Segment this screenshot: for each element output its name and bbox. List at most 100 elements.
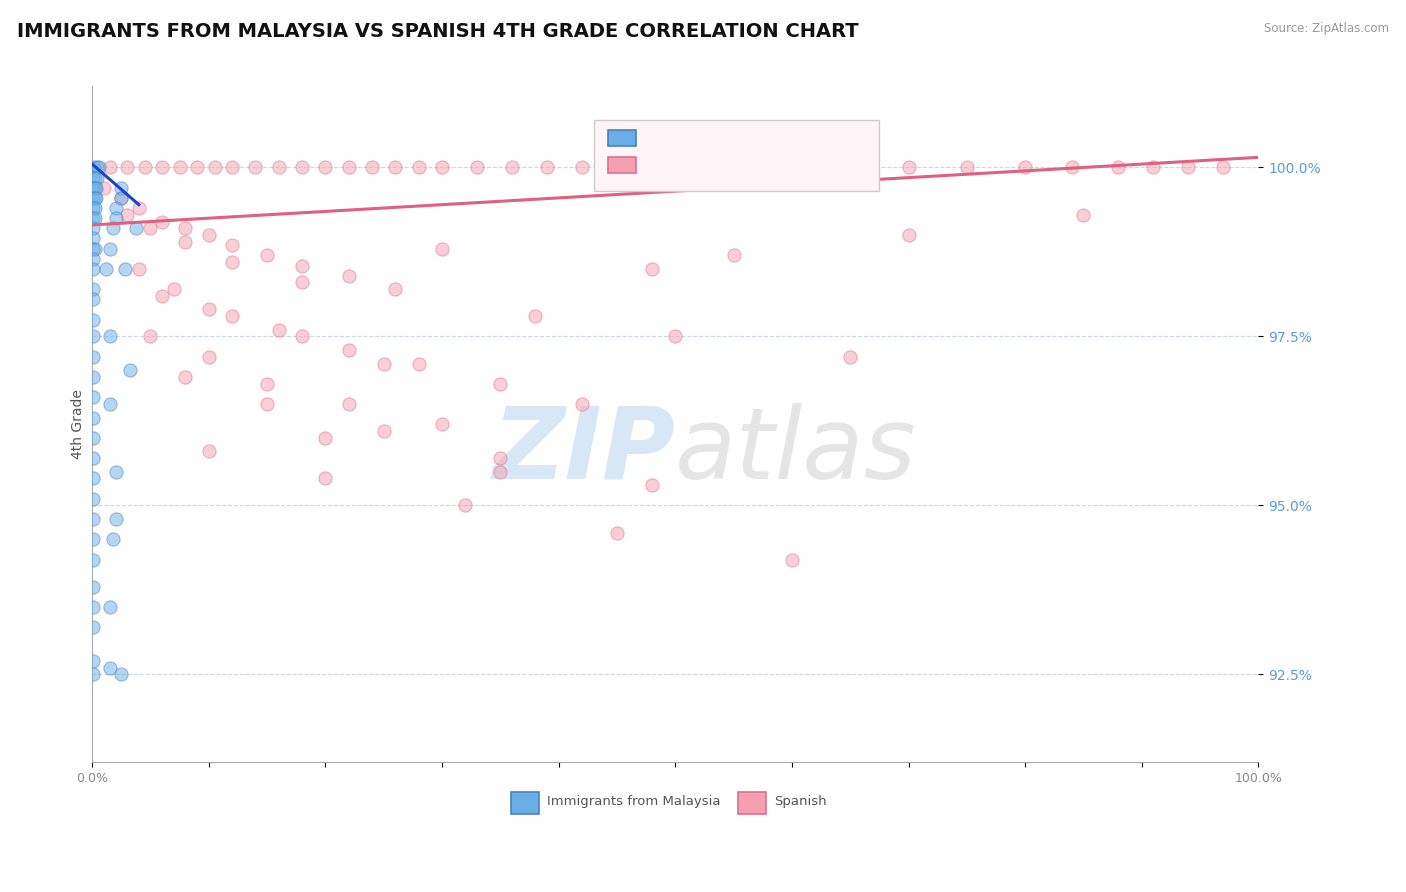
Point <box>174 221 197 235</box>
Point <box>82 512 104 526</box>
Text: 0.607: 0.607 <box>685 162 744 178</box>
Point <box>198 302 221 317</box>
Point <box>83 211 105 226</box>
Point <box>82 491 104 506</box>
Point <box>82 293 104 307</box>
Point <box>118 363 141 377</box>
Point <box>98 329 121 343</box>
Point <box>524 309 547 323</box>
Point <box>82 211 104 226</box>
Point <box>82 390 104 404</box>
Point <box>337 268 360 283</box>
Point <box>221 238 243 252</box>
Point <box>641 261 664 276</box>
Text: 0.147: 0.147 <box>685 136 744 151</box>
Point <box>314 471 336 485</box>
Text: N =: N = <box>756 136 790 151</box>
Point <box>82 620 104 634</box>
Point <box>83 180 105 194</box>
Point <box>98 397 121 411</box>
Point <box>408 357 430 371</box>
Point <box>373 357 395 371</box>
Point <box>83 201 105 215</box>
Point <box>256 376 278 391</box>
Point <box>617 161 640 175</box>
FancyBboxPatch shape <box>607 129 636 146</box>
Point <box>101 533 124 547</box>
Text: ZIP: ZIP <box>492 403 675 500</box>
Point <box>897 228 920 243</box>
Point <box>430 242 453 256</box>
Text: atlas: atlas <box>675 403 917 500</box>
Point <box>82 170 104 185</box>
Point <box>98 661 121 675</box>
Point <box>115 161 138 175</box>
Point <box>82 231 104 245</box>
Point <box>780 552 803 566</box>
Point <box>84 180 107 194</box>
Point <box>454 499 477 513</box>
Point <box>98 599 121 614</box>
Text: Source: ZipAtlas.com: Source: ZipAtlas.com <box>1264 22 1389 36</box>
Point <box>96 261 118 276</box>
Point <box>82 580 104 594</box>
Point <box>430 161 453 175</box>
Text: N =: N = <box>756 162 790 178</box>
Point <box>82 191 104 205</box>
Point <box>384 282 406 296</box>
Y-axis label: 4th Grade: 4th Grade <box>72 390 86 459</box>
Point <box>465 161 488 175</box>
Point <box>571 161 593 175</box>
Point <box>163 282 186 296</box>
Point <box>83 191 105 205</box>
Point <box>110 191 132 205</box>
Point <box>83 161 105 175</box>
Point <box>139 329 162 343</box>
Text: Immigrants from Malaysia: Immigrants from Malaysia <box>547 795 720 808</box>
Point <box>174 370 197 384</box>
Point <box>82 221 104 235</box>
Point <box>571 397 593 411</box>
Point <box>256 248 278 262</box>
Point <box>1073 208 1095 222</box>
Point <box>82 471 104 485</box>
Point <box>128 261 150 276</box>
Point <box>221 309 243 323</box>
Point <box>82 350 104 364</box>
Point <box>110 667 132 681</box>
Point <box>150 161 173 175</box>
Point <box>104 201 127 215</box>
Point <box>1060 161 1083 175</box>
Point <box>82 252 104 266</box>
Point <box>851 161 873 175</box>
Point <box>291 329 314 343</box>
Point <box>82 282 104 296</box>
Point <box>174 235 197 249</box>
Point <box>245 161 267 175</box>
Point <box>128 201 150 215</box>
Point <box>198 228 221 243</box>
Point <box>291 161 314 175</box>
Point <box>86 170 108 185</box>
FancyBboxPatch shape <box>607 157 636 173</box>
Point <box>1107 161 1129 175</box>
Point <box>267 323 290 337</box>
Point <box>87 161 110 175</box>
Point <box>710 161 733 175</box>
Point <box>489 451 512 466</box>
Point <box>291 259 314 273</box>
Point <box>664 161 686 175</box>
Point <box>606 525 628 540</box>
Point <box>82 261 104 276</box>
Point <box>1142 161 1164 175</box>
Point <box>198 444 221 458</box>
Point <box>98 161 121 175</box>
Point <box>337 343 360 357</box>
Point <box>82 329 104 343</box>
Point <box>804 161 827 175</box>
Point <box>82 667 104 681</box>
Point <box>198 350 221 364</box>
Point <box>314 161 336 175</box>
Point <box>221 161 243 175</box>
Point <box>82 242 104 256</box>
